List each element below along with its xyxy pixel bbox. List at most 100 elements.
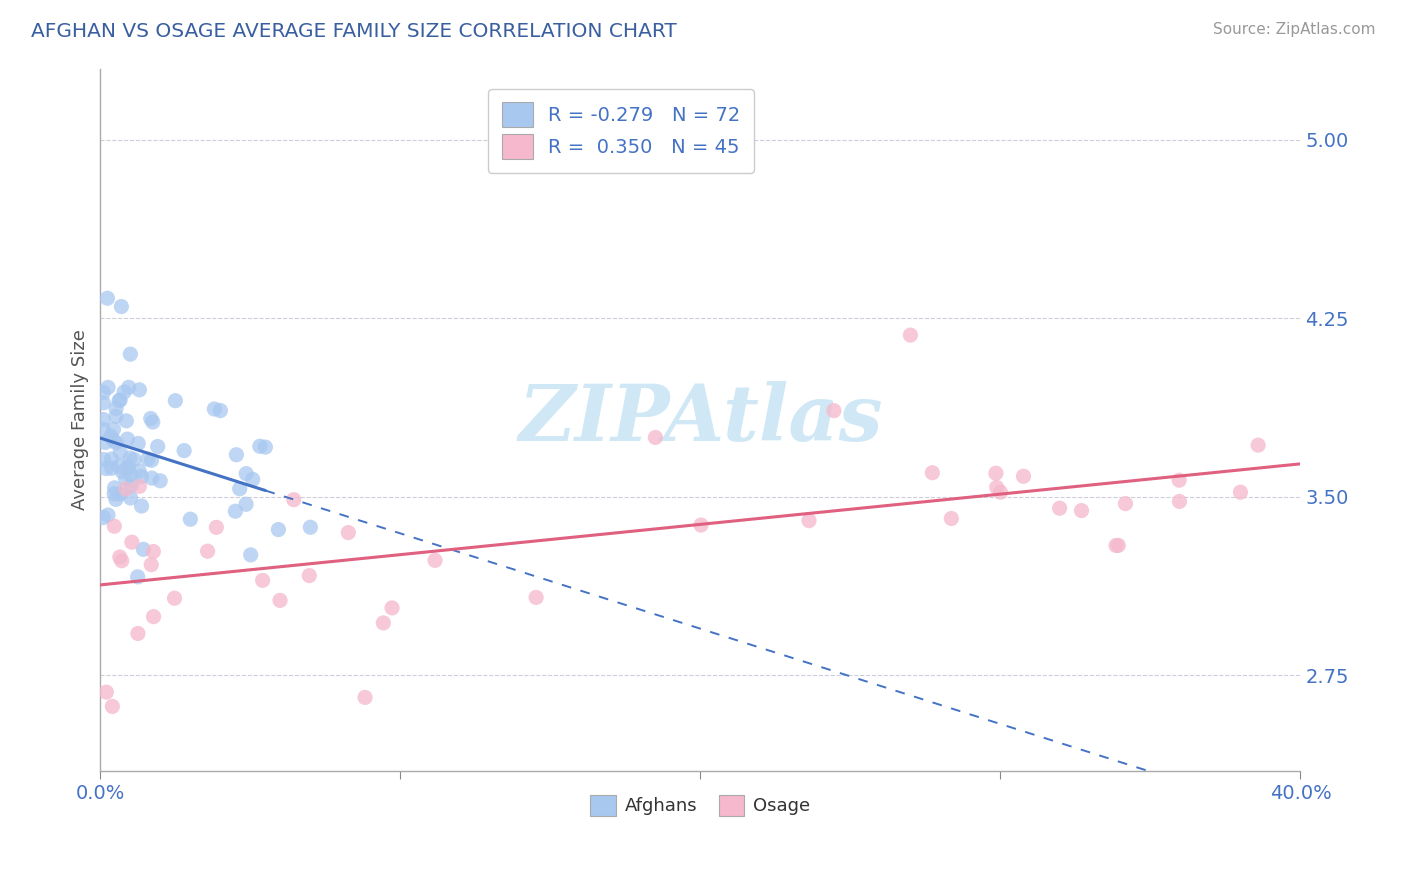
Point — [249, 439, 271, 453]
Point — [205, 520, 228, 534]
Point — [93, 396, 115, 410]
Point — [93, 385, 115, 400]
Point — [690, 518, 713, 533]
Point — [100, 452, 122, 467]
Point — [100, 429, 122, 443]
Point — [131, 499, 153, 513]
Point — [228, 482, 250, 496]
Point — [252, 574, 274, 588]
Point — [104, 492, 127, 507]
Point — [921, 466, 943, 480]
Point — [120, 491, 142, 505]
Text: ZIPAtlas: ZIPAtlas — [519, 382, 883, 458]
Point — [235, 467, 257, 481]
Point — [299, 520, 322, 534]
Point — [97, 380, 120, 394]
Point — [423, 553, 446, 567]
Point — [239, 548, 262, 562]
Point — [1229, 485, 1251, 500]
Point — [1114, 497, 1136, 511]
Text: AFGHAN VS OSAGE AVERAGE FAMILY SIZE CORRELATION CHART: AFGHAN VS OSAGE AVERAGE FAMILY SIZE CORR… — [31, 22, 676, 41]
Point — [142, 415, 165, 429]
Point — [1105, 539, 1128, 553]
Point — [108, 393, 131, 408]
Point — [298, 568, 321, 582]
Point — [254, 440, 277, 454]
Point — [103, 487, 125, 501]
Point — [209, 403, 232, 417]
Point — [117, 432, 139, 446]
Point — [103, 422, 125, 436]
Point — [984, 467, 1007, 481]
Point — [337, 525, 360, 540]
Point — [242, 472, 264, 486]
Point — [165, 393, 187, 408]
Point — [823, 403, 845, 417]
Point — [117, 461, 139, 475]
Point — [122, 452, 145, 467]
Point — [1070, 503, 1092, 517]
Point — [373, 615, 395, 630]
Point — [96, 685, 118, 699]
Point — [103, 519, 125, 533]
Point — [139, 411, 162, 425]
Point — [105, 401, 128, 416]
Point — [524, 591, 547, 605]
Point — [142, 609, 165, 624]
Point — [100, 461, 122, 475]
Point — [108, 459, 131, 474]
Point — [97, 508, 120, 522]
Point — [163, 591, 186, 606]
Point — [797, 514, 820, 528]
Point — [127, 570, 149, 584]
Point — [128, 464, 150, 478]
Point — [103, 481, 125, 495]
Point — [115, 414, 138, 428]
Point — [127, 626, 149, 640]
Point — [118, 450, 141, 465]
Point — [110, 300, 132, 314]
Point — [114, 482, 136, 496]
Point — [354, 690, 377, 705]
Point — [225, 448, 247, 462]
Point — [141, 558, 163, 572]
Point — [128, 383, 150, 397]
Point — [114, 471, 136, 485]
Point — [120, 467, 142, 482]
Point — [111, 554, 134, 568]
Point — [104, 409, 127, 424]
Point — [141, 471, 163, 485]
Point — [224, 504, 246, 518]
Point — [93, 452, 115, 467]
Point — [1107, 538, 1129, 552]
Point — [96, 291, 118, 305]
Point — [120, 347, 142, 361]
Legend: Afghans, Osage: Afghans, Osage — [581, 786, 820, 825]
Y-axis label: Average Family Size: Average Family Size — [72, 329, 89, 510]
Point — [1247, 438, 1270, 452]
Point — [235, 497, 257, 511]
Point — [197, 544, 219, 558]
Point — [93, 412, 115, 426]
Point — [108, 487, 131, 501]
Point — [127, 436, 149, 450]
Point — [900, 328, 922, 343]
Point — [103, 434, 125, 448]
Point — [120, 478, 142, 492]
Point — [131, 469, 153, 483]
Point — [173, 443, 195, 458]
Point — [93, 510, 115, 524]
Point — [110, 445, 132, 459]
Point — [94, 461, 117, 475]
Point — [146, 440, 169, 454]
Point — [132, 542, 155, 557]
Point — [101, 699, 124, 714]
Point — [1012, 469, 1035, 483]
Point — [941, 511, 963, 525]
Point — [105, 435, 128, 450]
Point — [1049, 501, 1071, 516]
Point — [179, 512, 201, 526]
Point — [142, 544, 165, 558]
Point — [128, 479, 150, 493]
Point — [986, 480, 1008, 494]
